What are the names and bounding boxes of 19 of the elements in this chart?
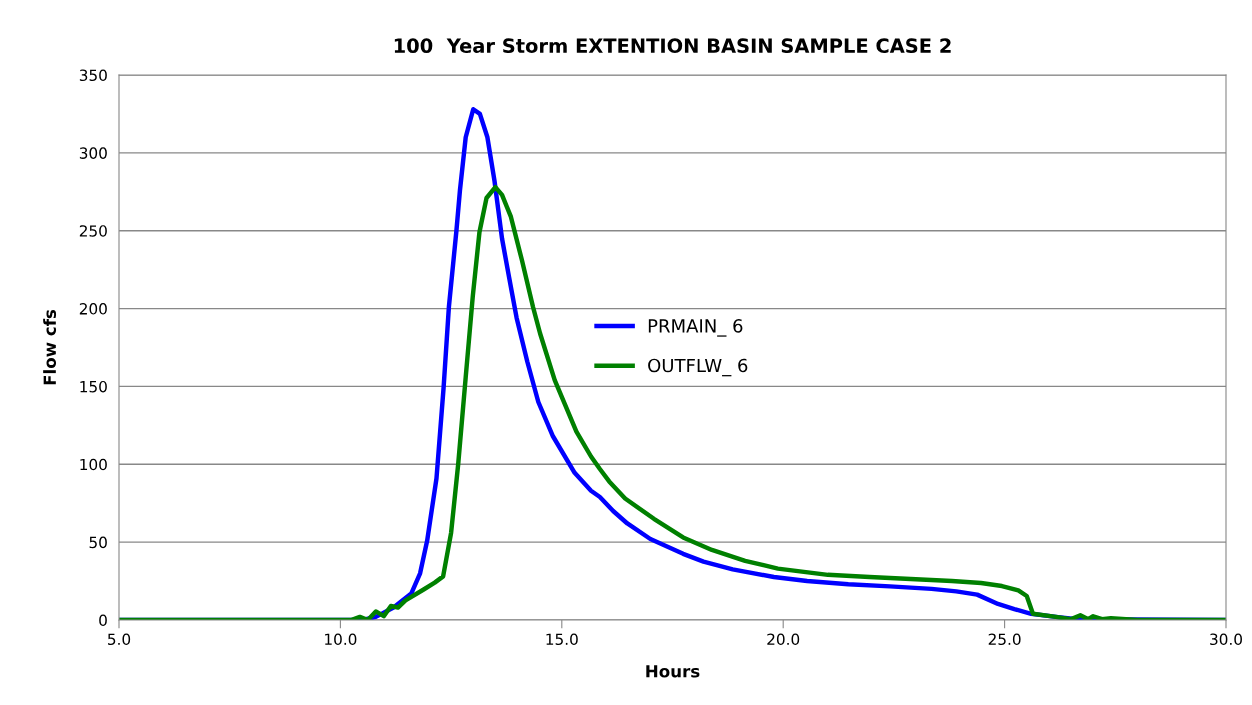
legend-label: PRMAIN_ 6 [648, 319, 743, 337]
x-tick-label: 25.0 [988, 633, 1021, 646]
y-tick-label: 350 [79, 69, 107, 82]
y-tick-label: 300 [79, 147, 107, 159]
y-tick-label: 0 [99, 614, 107, 627]
x-tick-label: 20.0 [767, 633, 800, 646]
y-tick-label: 100 [80, 458, 107, 471]
chart-title: 100 Year Storm EXTENTION BASIN SAMPLE CASE 2 [394, 38, 951, 54]
y-tick-label: 150 [80, 380, 107, 393]
y-tick-label: 50 [89, 536, 107, 549]
y-axis-title: Flow cfs [43, 309, 57, 385]
y-tick-label: 250 [79, 225, 107, 237]
x-tick-label: 15.0 [546, 633, 578, 646]
x-tick-label: 5.0 [108, 633, 131, 646]
y-tick-label: 200 [79, 303, 107, 315]
x-axis-title: Hours [646, 665, 700, 678]
x-tick-label: 30.0 [1210, 633, 1242, 646]
x-tick-label: 10.0 [325, 633, 357, 646]
legend-label: OUTFLW_ 6 [648, 358, 748, 377]
